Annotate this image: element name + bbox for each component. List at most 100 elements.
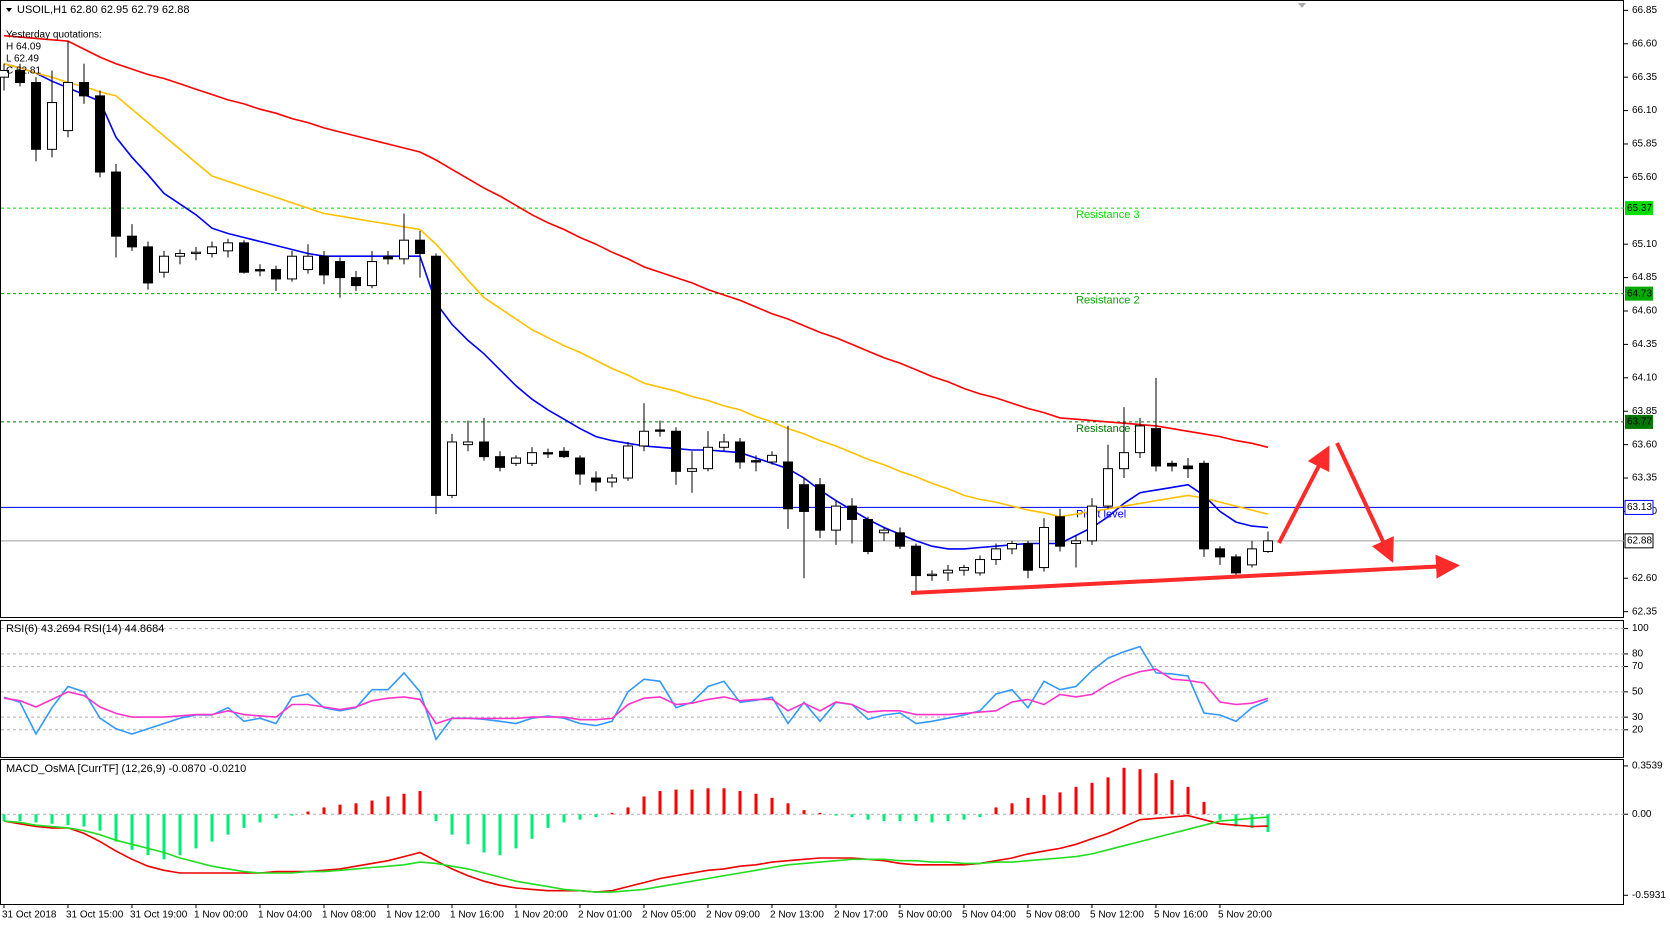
histogram-bar bbox=[450, 814, 454, 835]
histogram-bar bbox=[1122, 767, 1126, 815]
x-tick-label: 2 Nov 05:00 bbox=[642, 910, 696, 921]
histogram-bar bbox=[722, 788, 726, 815]
candle-body bbox=[1231, 556, 1241, 574]
histogram-bar bbox=[482, 814, 486, 853]
y-tick-label: 80 bbox=[1632, 649, 1644, 660]
histogram-bar bbox=[322, 807, 326, 815]
candle-body bbox=[1119, 452, 1129, 470]
histogram-bar bbox=[818, 812, 822, 815]
x-tick-label: 31 Oct 19:00 bbox=[130, 910, 188, 921]
y-tick-label: 100 bbox=[1632, 623, 1649, 634]
y-tick-label: 63.35 bbox=[1632, 473, 1657, 484]
histogram-bar bbox=[738, 791, 742, 815]
histogram-bar bbox=[194, 814, 198, 849]
level-label: Resistance 3 bbox=[1076, 209, 1140, 221]
annotation: H 64.09 bbox=[6, 42, 41, 53]
candle-body bbox=[1103, 468, 1113, 507]
histogram-bar bbox=[162, 814, 166, 860]
candle-body bbox=[559, 450, 569, 458]
macd-panel bbox=[0, 759, 1624, 905]
x-tick-label: 1 Nov 12:00 bbox=[386, 910, 440, 921]
candle-body bbox=[591, 477, 601, 483]
candle-body bbox=[575, 457, 585, 475]
histogram-bar bbox=[1074, 786, 1078, 815]
candle-body bbox=[1151, 428, 1161, 467]
indicator-line bbox=[3, 814, 1269, 893]
price-box bbox=[1624, 533, 1654, 549]
histogram-bar bbox=[1202, 801, 1206, 815]
level-box bbox=[1624, 499, 1654, 515]
x-tick-label: 1 Nov 04:00 bbox=[258, 910, 312, 921]
histogram-bar bbox=[866, 814, 870, 820]
y-tick-label: -0.5931 bbox=[1632, 890, 1666, 901]
y-tick-label: 63.85 bbox=[1632, 406, 1657, 417]
histogram-bar bbox=[978, 814, 982, 817]
shift-marker bbox=[1298, 3, 1306, 8]
histogram-bar bbox=[1106, 777, 1110, 815]
candle-body bbox=[495, 456, 505, 468]
histogram-bar bbox=[258, 814, 262, 823]
histogram-bar bbox=[962, 814, 966, 820]
candle-body bbox=[1039, 526, 1049, 569]
candle-body bbox=[863, 518, 873, 553]
histogram-bar bbox=[546, 814, 550, 828]
candle-body bbox=[1007, 543, 1017, 550]
candle-body bbox=[703, 446, 713, 470]
y-tick-label: 0.3539 bbox=[1632, 761, 1663, 772]
indicator-line bbox=[3, 34, 1269, 449]
macd-title: MACD_OsMA [CurrTF] (12,26,9) -0.0870 -0.… bbox=[6, 763, 246, 775]
level-box bbox=[1625, 286, 1653, 301]
y-tick-label: 66.35 bbox=[1632, 72, 1657, 83]
candle-body bbox=[815, 484, 825, 531]
candle-body bbox=[671, 430, 681, 472]
candle-body bbox=[1199, 462, 1209, 550]
level-value: 64.73 bbox=[1627, 288, 1652, 299]
y-tick-label: 64.35 bbox=[1632, 339, 1657, 350]
histogram-bar bbox=[754, 793, 758, 815]
candle-body bbox=[991, 548, 1001, 561]
y-tick-label: 66.10 bbox=[1632, 105, 1657, 116]
y-tick-label: 0.00 bbox=[1632, 809, 1652, 820]
candle-body bbox=[207, 246, 217, 255]
candle-body bbox=[127, 235, 137, 248]
candle-body bbox=[1023, 543, 1033, 571]
candle-body bbox=[223, 242, 233, 252]
histogram-bar bbox=[514, 814, 518, 849]
histogram-bar bbox=[146, 814, 150, 856]
histogram-bar bbox=[834, 814, 838, 816]
candle-body bbox=[191, 251, 201, 255]
candle-body bbox=[511, 457, 521, 464]
candle-body bbox=[319, 255, 329, 276]
candle-body bbox=[1167, 462, 1177, 467]
histogram-bar bbox=[562, 814, 566, 823]
y-tick-label: 66.60 bbox=[1632, 38, 1657, 49]
y-tick-label: 64.10 bbox=[1632, 372, 1657, 383]
candle-body bbox=[831, 505, 841, 531]
candle-body bbox=[335, 261, 345, 279]
annotation: L 62.49 bbox=[6, 54, 39, 65]
annotation: C 62.81 bbox=[6, 66, 41, 77]
candle-body bbox=[0, 69, 9, 78]
level-value: 63.77 bbox=[1627, 417, 1652, 428]
histogram-bar bbox=[1218, 814, 1222, 820]
candle-body bbox=[271, 269, 281, 280]
y-tick-label: 65.85 bbox=[1632, 139, 1657, 150]
histogram-bar bbox=[130, 814, 134, 850]
histogram-bar bbox=[178, 814, 182, 856]
x-tick-label: 5 Nov 00:00 bbox=[898, 910, 952, 921]
collapse-icon bbox=[6, 8, 12, 12]
histogram-bar bbox=[18, 814, 22, 822]
histogram-bar bbox=[338, 804, 342, 815]
candle-body bbox=[79, 82, 89, 97]
y-tick-label: 66.85 bbox=[1632, 5, 1657, 16]
histogram-bar bbox=[1090, 782, 1094, 815]
indicator-line bbox=[3, 63, 1269, 518]
histogram-bar bbox=[98, 814, 102, 831]
histogram-bar bbox=[226, 814, 230, 835]
rsi-title: RSI(6) 43.2694 RSI(14) 44.8684 bbox=[6, 623, 164, 635]
candle-body bbox=[255, 269, 265, 272]
candle-body bbox=[1263, 540, 1273, 553]
histogram-bar bbox=[1186, 786, 1190, 815]
candle-body bbox=[959, 567, 969, 571]
candle-body bbox=[431, 255, 441, 496]
